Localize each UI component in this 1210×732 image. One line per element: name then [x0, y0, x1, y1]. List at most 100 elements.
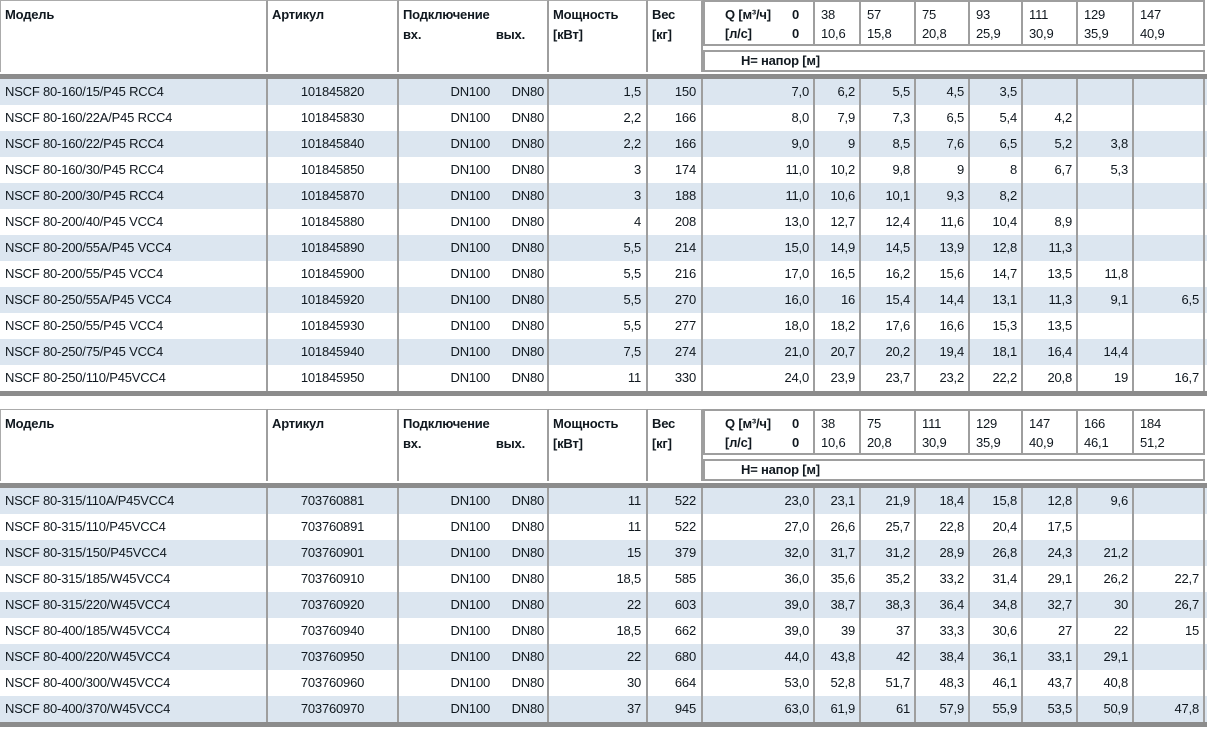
head-value-cell: 13,1 — [970, 287, 1023, 313]
head-value-cell: 34,8 — [970, 592, 1023, 618]
power-label: Мощность — [553, 416, 619, 431]
model-label: Модель — [5, 416, 55, 431]
weight-cell: 274 — [648, 339, 703, 365]
weight-cell: 150 — [648, 79, 703, 105]
q-columns-header: 38 10,6 75 20,8 111 30,9 129 35,9 147 40… — [815, 409, 1205, 455]
connection-inlet-cell: DN100 — [450, 493, 491, 508]
power-cell: 30 — [549, 670, 648, 696]
table-body: NSCF 80-160/15/P45 RCC4 101845820 DN100 … — [0, 79, 1207, 391]
q-column-header: 111 30,9 — [1023, 0, 1078, 46]
article-cell: 101845870 — [268, 183, 399, 209]
head-value-cell: 20,2 — [861, 339, 916, 365]
head-value-cell: 61,9 — [815, 696, 861, 722]
q-m3h-value: 38 — [821, 7, 836, 22]
connection-inlet-cell: DN100 — [450, 701, 491, 716]
head-value-cell: 38,3 — [861, 592, 916, 618]
connection-outlet-cell: DN80 — [493, 644, 549, 670]
q-column-header: 75 20,8 — [861, 409, 916, 455]
head-value-cell: 7,3 — [861, 105, 916, 131]
head-value-cell — [1078, 514, 1134, 540]
connection-inlet-cell: DN100 — [450, 649, 491, 664]
weight-cell: 216 — [648, 261, 703, 287]
q-m3h-value: 129 — [1084, 7, 1106, 22]
head-value-cell: 10,6 — [815, 183, 861, 209]
head-value-cell — [1134, 261, 1205, 287]
q-column-header: 38 10,6 — [815, 0, 861, 46]
connection-inlet-cell: DN100 — [450, 344, 491, 359]
head-value-cell — [1134, 183, 1205, 209]
head-value-cell: 57,9 — [916, 696, 970, 722]
q-m3h-value: 38 — [821, 416, 836, 431]
article-label: Артикул — [272, 7, 324, 22]
head-value-cell: 13,5 — [1023, 261, 1078, 287]
table-bottom-bar — [0, 391, 1207, 396]
q-column-header: 111 30,9 — [916, 409, 970, 455]
head-value-cell — [1134, 540, 1205, 566]
head-value-cell: 23,9 — [815, 365, 861, 391]
head-value-cell — [1078, 105, 1134, 131]
head-value-cell: 20,4 — [970, 514, 1023, 540]
pump-table-2: Модель Артикул Подключение вх. вых. Мощн… — [0, 409, 1207, 727]
head-q0-cell: 63,0 — [703, 696, 815, 722]
connection-inlet-cell: DN100 — [450, 266, 491, 281]
article-cell: 101845940 — [268, 339, 399, 365]
table-row: NSCF 80-315/150/P45VCC4 703760901 DN100 … — [0, 540, 1207, 566]
model-cell: NSCF 80-160/22/P45 RCC4 — [0, 131, 268, 157]
head-q0-cell: 11,0 — [703, 157, 815, 183]
power-cell: 5,5 — [549, 287, 648, 313]
article-cell: 101845880 — [268, 209, 399, 235]
power-cell: 18,5 — [549, 618, 648, 644]
head-value-cell: 26,2 — [1078, 566, 1134, 592]
head-value-cell: 6,5 — [970, 131, 1023, 157]
head-value-cell: 21,9 — [861, 488, 916, 514]
head-value-cell: 11,8 — [1078, 261, 1134, 287]
weight-cell: 662 — [648, 618, 703, 644]
head-value-cell: 13,5 — [1023, 313, 1078, 339]
table-row: NSCF 80-200/55A/P45 VCC4 101845890 DN100… — [0, 235, 1207, 261]
weight-column-header: Вес [кг] — [648, 409, 703, 481]
connection-outlet-cell: DN80 — [493, 313, 549, 339]
head-value-cell: 22,8 — [916, 514, 970, 540]
connection-inlet-cell: DN100 — [450, 318, 491, 333]
q-ls-value: 15,8 — [867, 26, 892, 41]
q-m3h-value: 111 — [922, 416, 942, 431]
model-cell: NSCF 80-160/15/P45 RCC4 — [0, 79, 268, 105]
q-ls-zero-value: 0 — [791, 26, 799, 41]
connection-inlet-cell: DN100 — [450, 214, 491, 229]
connection-inlet-cell: DN100 — [450, 571, 491, 586]
head-value-cell: 48,3 — [916, 670, 970, 696]
connection-column-header: Подключение вх. вых. — [399, 409, 549, 481]
power-cell: 2,2 — [549, 105, 648, 131]
head-value-cell — [1134, 670, 1205, 696]
head-value-cell: 14,4 — [1078, 339, 1134, 365]
head-q0-cell: 32,0 — [703, 540, 815, 566]
weight-cell: 945 — [648, 696, 703, 722]
head-q0-cell: 53,0 — [703, 670, 815, 696]
head-value-cell: 9,1 — [1078, 287, 1134, 313]
head-value-cell: 4,5 — [916, 79, 970, 105]
weight-cell: 664 — [648, 670, 703, 696]
q-ls-value: 20,8 — [867, 435, 892, 450]
q-ls-value: 30,9 — [922, 435, 947, 450]
connection-outlet-cell: DN80 — [493, 365, 549, 391]
model-column-header: Модель — [0, 409, 268, 481]
article-cell: 703760901 — [268, 540, 399, 566]
connection-outlet-cell: DN80 — [493, 540, 549, 566]
connection-inlet-cell: DN100 — [450, 240, 491, 255]
weight-cell: 603 — [648, 592, 703, 618]
q-ls-label: [л/с] — [725, 26, 752, 41]
head-q0-cell: 17,0 — [703, 261, 815, 287]
model-cell: NSCF 80-200/55/P45 VCC4 — [0, 261, 268, 287]
q-column-header: 75 20,8 — [916, 0, 970, 46]
article-cell: 703760940 — [268, 618, 399, 644]
head-value-cell: 24,3 — [1023, 540, 1078, 566]
power-unit-label: [кВт] — [553, 27, 583, 42]
connection-outlet-cell: DN80 — [493, 566, 549, 592]
connection-inlet-cell: DN100 — [450, 162, 491, 177]
head-value-cell: 30,6 — [970, 618, 1023, 644]
power-cell: 22 — [549, 644, 648, 670]
power-cell: 37 — [549, 696, 648, 722]
article-cell: 101845830 — [268, 105, 399, 131]
q-m3h-label: Q [м³/ч] — [725, 7, 771, 22]
